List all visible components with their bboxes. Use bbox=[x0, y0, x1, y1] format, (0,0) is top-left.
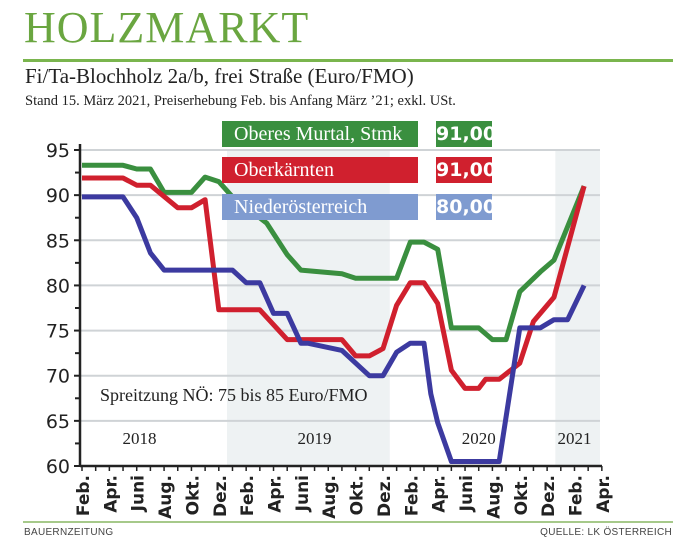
series-0 bbox=[81, 162, 587, 343]
x-tick-label: Apr. bbox=[430, 475, 450, 513]
x-tick-label: Aug. bbox=[320, 475, 340, 519]
x-tick-label: Feb. bbox=[238, 475, 258, 516]
y-tick-label: 95 bbox=[46, 140, 70, 162]
x-tick-label: Aug. bbox=[484, 475, 504, 519]
x-tick-label: Dez. bbox=[539, 475, 559, 517]
x-tick-label: Dez. bbox=[375, 475, 395, 517]
footer-source: QUELLE: LK ÖSTERREICH bbox=[540, 527, 672, 538]
x-tick-label: Okt. bbox=[348, 475, 368, 515]
y-tick-label: 90 bbox=[46, 185, 70, 207]
legend-value-oberkaernten: 91,00 bbox=[436, 157, 497, 183]
footer-rule bbox=[23, 521, 673, 523]
x-tick-label: Juni bbox=[293, 475, 313, 512]
x-tick-label: Okt. bbox=[512, 475, 532, 515]
y-tick-label: 60 bbox=[46, 456, 70, 478]
x-tick-label: Okt. bbox=[183, 475, 203, 515]
year-label-2018: 2018 bbox=[122, 429, 156, 448]
series-1 bbox=[81, 175, 587, 391]
x-tick-label: Apr. bbox=[594, 475, 614, 513]
chart-subtitle: Stand 15. März 2021, Preiserhebung Feb. … bbox=[25, 93, 456, 109]
year-label-2021: 2021 bbox=[557, 429, 591, 448]
header-title: HOLZMARKT bbox=[24, 3, 310, 52]
y-tick-label: 80 bbox=[46, 275, 70, 297]
x-tick-label: Juni bbox=[457, 475, 477, 512]
x-tick-label: Dez. bbox=[211, 475, 231, 517]
annotation-spread: Spreitzung NÖ: 75 bis 85 Euro/FMO bbox=[100, 385, 368, 405]
y-tick-label: 75 bbox=[46, 321, 70, 343]
legend-label-niederoesterreich: Niederösterreich bbox=[222, 194, 418, 220]
series-2 bbox=[81, 194, 587, 464]
x-tick-label: Apr. bbox=[101, 475, 121, 513]
header-rule bbox=[23, 59, 673, 62]
x-tick-label: Feb. bbox=[74, 475, 94, 516]
x-tick-label: Juni bbox=[129, 475, 149, 512]
y-tick-label: 85 bbox=[46, 230, 70, 252]
y-tick-label: 65 bbox=[46, 411, 70, 433]
x-tick-label: Aug. bbox=[156, 475, 176, 519]
x-tick-label: Apr. bbox=[266, 475, 286, 513]
year-label-2019: 2019 bbox=[298, 429, 332, 448]
legend-value-oberes-murtal: 91,00 bbox=[436, 121, 497, 147]
chart-title: Fi/Ta-Blochholz 2a/b, frei Straße (Euro/… bbox=[25, 64, 414, 88]
year-label-2020: 2020 bbox=[462, 429, 496, 448]
series-line bbox=[82, 162, 587, 343]
legend-label-oberes-murtal: Oberes Murtal, Stmk bbox=[222, 121, 418, 147]
x-tick-label: Feb. bbox=[566, 475, 586, 516]
legend-value-niederoesterreich: 80,00 bbox=[436, 194, 497, 220]
legend-label-oberkaernten: Oberkärnten bbox=[222, 157, 418, 183]
x-tick-label: Feb. bbox=[402, 475, 422, 516]
footer-publisher: BAUERNZEITUNG bbox=[24, 527, 114, 538]
y-tick-label: 70 bbox=[46, 366, 70, 388]
